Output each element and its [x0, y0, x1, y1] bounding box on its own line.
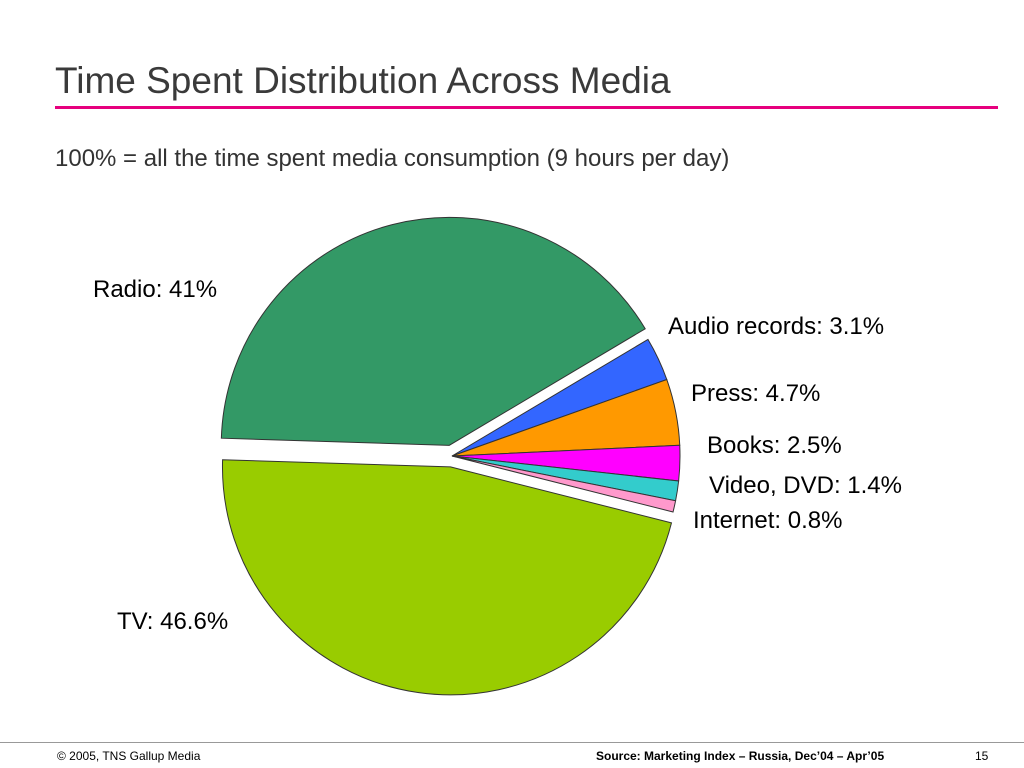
label-internet: Internet: 0.8%	[693, 507, 843, 534]
label-press: Press: 4.7%	[691, 380, 821, 407]
pie-slice-radio	[220, 216, 646, 446]
slide-title: Time Spent Distribution Across Media	[55, 60, 671, 101]
label-audio-records: Audio records: 3.1%	[668, 313, 885, 340]
label-tv: TV: 46.6%	[117, 608, 229, 635]
footer-divider	[0, 742, 1024, 743]
footer-copyright: © 2005, TNS Gallup Media	[57, 749, 201, 763]
label-books: Books: 2.5%	[707, 432, 842, 459]
label-radio: Radio: 41%	[93, 276, 218, 303]
page-number: 15	[975, 749, 989, 763]
title-underline	[55, 106, 998, 109]
footer-source: Source: Marketing Index – Russia, Dec’04…	[596, 749, 885, 763]
label-video-dvd: Video, DVD: 1.4%	[709, 472, 902, 499]
pie-slice-internet	[451, 455, 677, 513]
pie-slice-tv	[222, 459, 673, 696]
slide-subtitle: 100% = all the time spent media consumpt…	[55, 145, 730, 172]
